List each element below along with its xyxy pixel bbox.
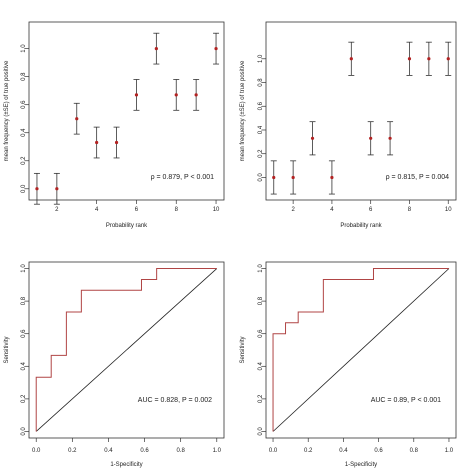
data-point <box>174 93 178 97</box>
y-tick-label: 0.0 <box>21 184 27 193</box>
panel-roc-left: 0.0 0.2 0.4 0.6 0.8 1.0 0.0 0.2 0.4 0.6 0.8 1.0 1-Sp… <box>4 261 225 468</box>
y-tick-label: 1.0 <box>21 264 27 273</box>
x-tick-label: 0.6 <box>374 448 383 454</box>
y-axis-label: Sensitivity <box>4 336 10 363</box>
data-point <box>75 117 79 121</box>
y-tick-label: 0.8 <box>258 296 264 305</box>
x-axis-label: Probability rank <box>340 223 382 229</box>
plot-frame <box>28 21 225 201</box>
x-tick-label: 2 <box>55 207 59 213</box>
x-axis-label: Probability rank <box>106 223 148 229</box>
y-tick-label: 0.4 <box>21 361 27 370</box>
y-tick-label: 0.8 <box>21 72 27 81</box>
y-tick-label: 0.2 <box>258 394 264 403</box>
data-point <box>154 47 158 51</box>
x-tick-label: 2 <box>291 207 295 213</box>
y-tick-label: 0.4 <box>258 361 264 370</box>
data-point <box>291 175 295 180</box>
x-tick-label: 0.4 <box>339 448 348 454</box>
stat-annotation: ρ = 0.815, P = 0.004 <box>386 174 450 181</box>
y-axis-label: mean frequency (±SE) of true positive <box>240 60 246 161</box>
y-tick-label: 0.4 <box>258 125 264 134</box>
data-point <box>272 175 276 180</box>
y-tick-label: 0.2 <box>258 149 264 158</box>
x-tick-label: 0.0 <box>32 448 41 454</box>
roc-curve <box>272 268 449 432</box>
y-tick-label: 0.2 <box>21 394 27 403</box>
x-tick-label: 6 <box>135 207 139 213</box>
plot-frame <box>28 261 225 439</box>
x-axis-label: 1-Specificity <box>110 462 142 468</box>
y-tick-label: 0.8 <box>258 78 264 87</box>
x-tick-label: 4 <box>95 207 99 213</box>
stat-annotation: AUC = 0.828, P = 0.002 <box>138 397 212 404</box>
data-point <box>407 57 412 61</box>
panel-roc-right: 0.0 0.2 0.4 0.6 0.8 1.0 0.0 0.2 0.4 0.6 0.8 1.0 1-Sp… <box>240 261 457 468</box>
data-point <box>134 93 139 97</box>
y-tick-label: 1.0 <box>258 54 264 63</box>
y-axis-label: mean frequency (±SE) of true positive <box>4 60 10 161</box>
data-point <box>427 57 431 61</box>
y-tick-label: 0.0 <box>258 173 264 182</box>
y-tick-label: 0.4 <box>21 128 27 137</box>
y-axis-label: Sensitivity <box>240 336 246 363</box>
data-point <box>349 57 353 61</box>
data-point <box>35 187 39 191</box>
x-tick-label: 0.4 <box>104 448 113 454</box>
reference-diagonal <box>35 268 218 432</box>
x-tick-label: 1.0 <box>445 448 454 454</box>
x-tick-label: 0.0 <box>269 448 278 454</box>
reference-diagonal <box>272 268 450 432</box>
x-tick-label: 8 <box>175 207 179 213</box>
data-point <box>194 93 198 97</box>
roc-curve <box>35 268 217 432</box>
panel-true-positive-rank-right: 2 4 6 8 10 0.0 0.2 0.4 0.6 0.8 1.0 Probability rank… <box>240 21 457 229</box>
x-tick-label: 0.8 <box>410 448 419 454</box>
stat-annotation: ρ = 0.879, P < 0.001 <box>151 174 215 181</box>
y-tick-label: 0.0 <box>21 427 27 436</box>
x-tick-label: 6 <box>369 207 373 213</box>
y-tick-label: 0.2 <box>21 156 27 165</box>
x-tick-label: 10 <box>213 207 220 213</box>
x-tick-label: 1.0 <box>213 448 222 454</box>
x-tick-label: 10 <box>445 207 452 213</box>
data-point <box>214 47 218 51</box>
x-tick-label: 0.6 <box>140 448 149 454</box>
data-point <box>95 140 99 145</box>
stat-annotation: AUC = 0.89, P < 0.001 <box>371 397 441 404</box>
x-tick-label: 0.2 <box>304 448 313 454</box>
data-point <box>369 136 373 140</box>
data-point <box>55 187 59 191</box>
y-tick-label: 0.0 <box>258 427 264 436</box>
data-point <box>388 136 392 140</box>
data-point <box>330 175 334 180</box>
y-tick-label: 0.8 <box>21 296 27 305</box>
y-tick-label: 0.6 <box>21 100 27 109</box>
x-tick-label: 0.2 <box>68 448 77 454</box>
panel-true-positive-rank-left: 2 4 6 8 10 0.0 0.2 0.4 0.6 0.8 1.0 Probability rank… <box>4 21 225 229</box>
y-tick-label: 0.6 <box>258 329 264 338</box>
y-tick-label: 1.0 <box>21 44 27 53</box>
y-tick-label: 1.0 <box>258 264 264 273</box>
x-axis-label: 1-Specificity <box>345 462 377 468</box>
y-tick-label: 0.6 <box>258 101 264 110</box>
x-tick-label: 0.8 <box>176 448 185 454</box>
data-point <box>114 140 119 145</box>
data-point <box>446 57 450 61</box>
y-tick-label: 0.6 <box>21 329 27 338</box>
plot-frame <box>265 21 457 201</box>
x-tick-label: 8 <box>408 207 412 213</box>
x-tick-label: 4 <box>330 207 334 213</box>
plot-frame <box>265 261 457 439</box>
data-point <box>310 136 315 140</box>
